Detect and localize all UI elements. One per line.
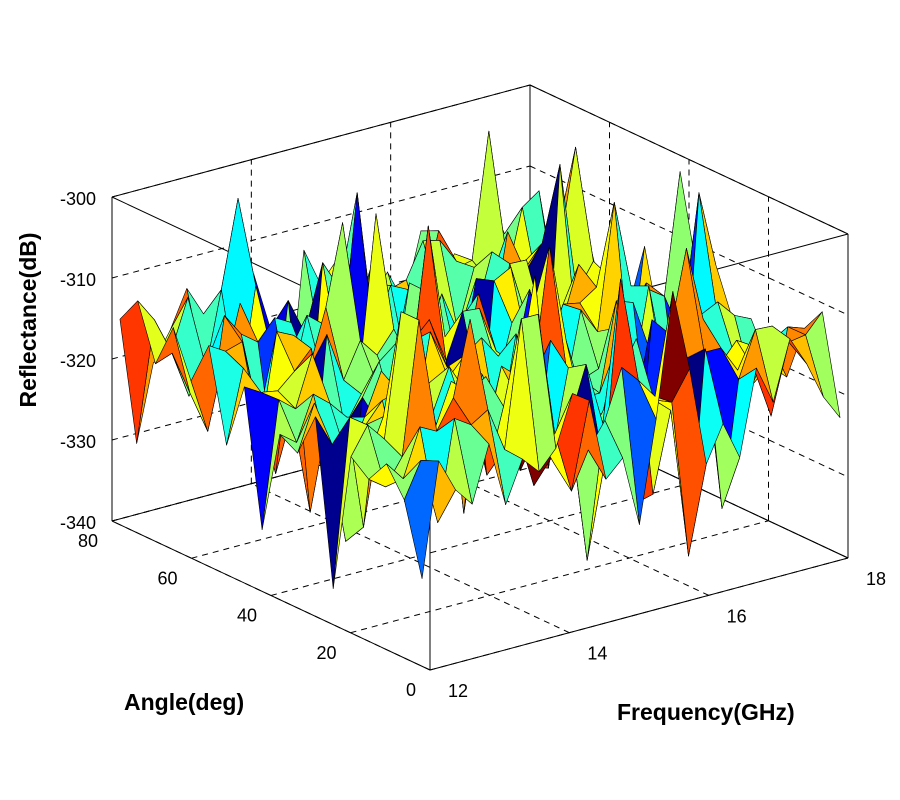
box-edge [429,557,849,671]
z-tick-label: -300 [60,189,96,209]
x-tick-label: 12 [448,681,468,701]
z-tick-label: -320 [60,351,96,371]
x-tick-label: 14 [587,644,607,664]
tick-labels: -340 -330 -320 -310 -300 0 20 40 60 80 12 14 16 18 [60,189,886,701]
z-tick-label: -330 [60,432,96,452]
floor-grid-line [251,483,570,634]
z-axis-label: Reflectance(dB) [15,232,41,407]
surface-patch [403,459,440,579]
surface-mesh [119,130,841,589]
box-edge [111,84,531,198]
floor-grid-line [390,445,709,596]
y-tick-label: 0 [406,680,416,700]
side-wall-grid-line [529,165,849,316]
x-tick-label: 16 [727,606,747,626]
z-tick-label: -340 [60,513,96,533]
y-tick-label: 40 [237,606,257,626]
x-tick-label: 18 [866,569,886,589]
y-tick-label: 60 [157,568,177,588]
z-tick-label: -310 [60,270,96,290]
y-axis-label: Angle(deg) [124,689,244,715]
box-edge [111,520,431,671]
y-tick-label: 80 [78,531,98,551]
box-edge [529,84,849,235]
x-axis-label: Frequency(GHz) [617,699,795,725]
y-tick-label: 20 [316,643,336,663]
